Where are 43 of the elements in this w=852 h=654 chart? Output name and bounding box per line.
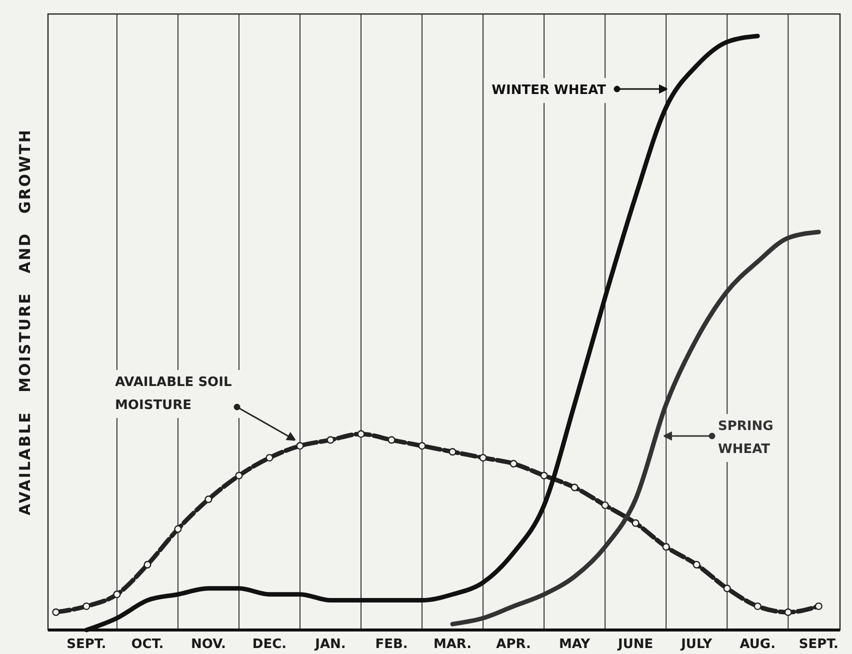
text: AVAILABLE SOIL MOISTURE <box>115 375 232 413</box>
legend-label: SPRING WHEAT <box>718 419 774 457</box>
point <box>266 454 274 462</box>
x-tick-label: OCT. <box>131 637 164 652</box>
x-tick-label: JULY <box>680 637 713 652</box>
point <box>814 602 822 610</box>
x-tick-label: MAR. <box>433 637 472 652</box>
point <box>144 560 152 568</box>
point <box>479 454 487 462</box>
point <box>540 472 548 480</box>
point <box>357 430 365 438</box>
point <box>296 442 304 450</box>
x-tick-label: DEC. <box>252 637 287 652</box>
point <box>235 472 243 480</box>
point <box>82 602 90 610</box>
x-tick-label: SEPT. <box>66 637 106 652</box>
x-tick-label: FEB. <box>375 637 408 652</box>
point <box>692 560 700 568</box>
x-tick-label: MAY <box>558 637 591 652</box>
point <box>204 496 212 504</box>
point <box>601 501 609 510</box>
point <box>570 484 578 492</box>
point <box>388 436 396 444</box>
x-tick-label: AUG. <box>740 637 776 652</box>
x-tick-label: JUNE <box>617 637 654 652</box>
x-tick-label: SEPT. <box>798 637 838 652</box>
text: WINTER WHEAT <box>492 83 606 98</box>
point <box>418 442 426 450</box>
point <box>784 608 792 616</box>
y-axis-title: AVAILABLE MOISTURE AND GROWTH <box>16 128 34 516</box>
point <box>632 519 640 527</box>
x-tick-label: APR. <box>496 637 531 652</box>
point <box>174 525 182 533</box>
point <box>52 608 60 616</box>
point <box>723 584 731 592</box>
point <box>448 448 456 456</box>
x-tick-label: NOV. <box>191 637 226 652</box>
x-tick-label: JAN. <box>314 637 346 652</box>
point <box>662 543 670 551</box>
point <box>326 436 334 444</box>
point <box>754 602 762 610</box>
point <box>113 590 121 598</box>
point <box>510 460 518 468</box>
